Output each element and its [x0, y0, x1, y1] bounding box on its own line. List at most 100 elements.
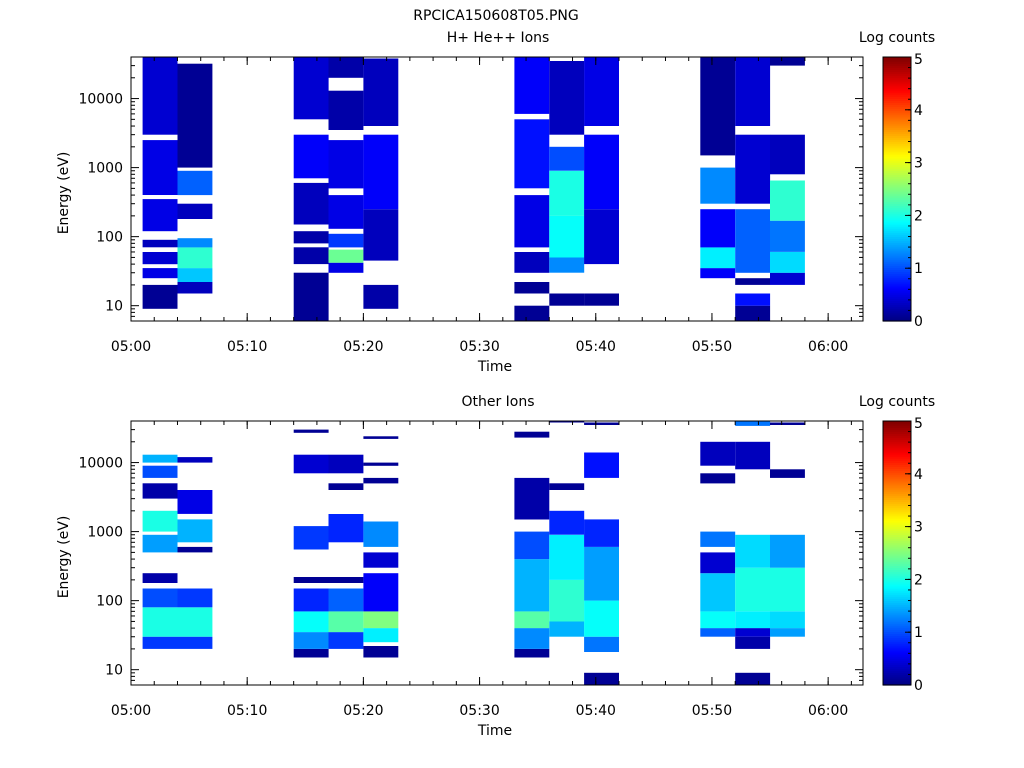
panel-1-colorbar-step [883, 147, 911, 151]
panel-2-cell-7-0 [584, 672, 619, 685]
panel-2-cell-5-2 [514, 611, 550, 629]
panel-2-colorbar-step [883, 598, 911, 602]
panel-2-xtick-label: 06:00 [808, 703, 848, 719]
panel-1-colorbar-step [883, 283, 911, 287]
panel-1-cell-4-3 [363, 58, 399, 126]
panel-2-colorbar-step [883, 629, 911, 632]
panel-1-colorbar-step [883, 87, 911, 91]
panel-2-cell-9-5 [735, 534, 771, 568]
panel-2-colorbar-step [883, 458, 911, 461]
panel-2-colorbar-step [883, 460, 911, 463]
panel-1-colorbar-step [883, 164, 911, 167]
panel-1-xtick-label: 05:10 [227, 339, 267, 355]
panel-1-colorbar-step [883, 312, 911, 316]
panel-2-colorbar-step [883, 600, 911, 604]
panel-1-cell-3-5 [328, 90, 364, 130]
panel-2-xtick-label: 05:10 [227, 703, 267, 719]
panel-1-colorbar-step [883, 127, 911, 130]
panel-2-colorbar-step [883, 441, 911, 445]
panel-2-colorbar-step [883, 668, 911, 672]
panel-1-colorbar-step [883, 279, 911, 283]
panel-1-colorbar-step [883, 203, 911, 207]
panel-2-cell-7-5 [584, 452, 619, 478]
panel-1-cell-7-0 [584, 293, 619, 306]
panel-2-colorbar-step [883, 656, 911, 659]
panel-1-cell-3-4 [328, 140, 364, 189]
panel-2-colorbar-step [883, 451, 911, 455]
panel-1-colorbar-step [883, 71, 911, 75]
panel-2-colorbar-step [883, 588, 911, 591]
panel-2-cell-5-4 [514, 531, 550, 560]
panel-1-colorbar-step [883, 213, 911, 217]
panel-1-colorbar-step [883, 172, 911, 176]
panel-1-colorbar-tick-label: 5 [914, 52, 923, 68]
panel-1-cell-2-2 [293, 231, 329, 244]
panel-1-colorbar-step [883, 302, 911, 306]
panel-2-colorbar-step [883, 517, 911, 521]
panel-1-cell-0-1 [142, 268, 178, 279]
panel-1-cell-6-1 [549, 257, 585, 273]
panel-2-colorbar-step [883, 474, 911, 478]
panel-1-ylabel: Energy (eV) [56, 152, 72, 235]
panel-1-colorbar-step [883, 160, 911, 163]
panel-1-colorbar-step [883, 143, 911, 147]
panel-1-colorbar-step [883, 292, 911, 295]
panel-2-cell-10-3 [770, 534, 805, 568]
panel-1-cell-6-3 [549, 170, 585, 216]
panel-1-colorbar-step [883, 153, 911, 157]
panel-2-colorbar-step [883, 557, 911, 560]
panel-2-cell-9-3 [735, 611, 771, 629]
panel-2-colorbar-step [883, 682, 911, 686]
panel-1-cell-3-1 [328, 249, 364, 263]
panel-1-colorbar-step [883, 209, 911, 213]
panel-1-colorbar-step [883, 151, 911, 155]
panel-1-cell-1-5 [177, 170, 213, 196]
panel-2-colorbar-step [883, 596, 911, 599]
panel-1-colorbar-step [883, 92, 911, 95]
panel-2-colorbar-step [883, 501, 911, 505]
panel-1-cell-9-0 [735, 305, 771, 321]
panel-2-colorbar-step [883, 649, 911, 653]
panel-2-colorbar-step [883, 652, 911, 655]
panel-1-cell-8-0 [700, 268, 736, 279]
panel-2-cell-3-4 [328, 514, 364, 543]
panel-1-cell-9-4 [735, 134, 771, 204]
panel-2-colorbar-step [883, 530, 911, 533]
panel-2-colorbar-step [883, 476, 911, 480]
panel-1-colorbar-step [883, 246, 911, 250]
panel-2-cell-2-0 [293, 648, 329, 658]
panel-2-cell-0-6 [142, 483, 178, 499]
panel-1-colorbar-step [883, 250, 911, 254]
panel-2-colorbar-step [883, 423, 911, 426]
panel-2-cell-9-7 [735, 421, 771, 426]
panel-1-colorbar-step [883, 168, 911, 172]
panel-2-cell-5-0 [514, 648, 550, 658]
panel-2-colorbar-step [883, 503, 911, 507]
panel-2-ytick-label: 10000 [78, 456, 123, 472]
panel-1-ytick-label: 10 [105, 299, 123, 315]
panel-2-colorbar-step [883, 421, 911, 424]
panel-1-colorbar-step [883, 263, 911, 266]
panel-1-cell-4-2 [363, 134, 399, 210]
panel-1-cell-9-2 [735, 278, 771, 285]
panel-1-colorbar-step [883, 178, 911, 182]
panel-2-colorbar-step [883, 491, 911, 494]
panel-2-cell-7-6 [584, 422, 619, 425]
panel-1-colorbar-step [883, 296, 911, 299]
panel-1-colorbar-step [883, 193, 911, 196]
panel-1-colorbar-step [883, 195, 911, 198]
panel-2-colorbar-step [883, 515, 911, 519]
panel-2-colorbar-step [883, 635, 911, 639]
panel-2-colorbar-step [883, 505, 911, 509]
panel-1-cell-6-0 [549, 293, 585, 306]
panel-2-colorbar-step [883, 435, 911, 439]
panel-2-colorbar-step [883, 482, 911, 486]
panel-2-colorbar-step [883, 619, 911, 622]
panel-1-colorbar-step [883, 174, 911, 178]
panel-2-cell-4-6 [363, 477, 399, 484]
panel-2-ylabel: Energy (eV) [56, 516, 72, 599]
panel-1-colorbar-step [883, 304, 911, 308]
panel-2-colorbar-step [883, 464, 911, 467]
panel-2-colorbar-step [883, 433, 911, 437]
panel-2-colorbar-step [883, 507, 911, 511]
